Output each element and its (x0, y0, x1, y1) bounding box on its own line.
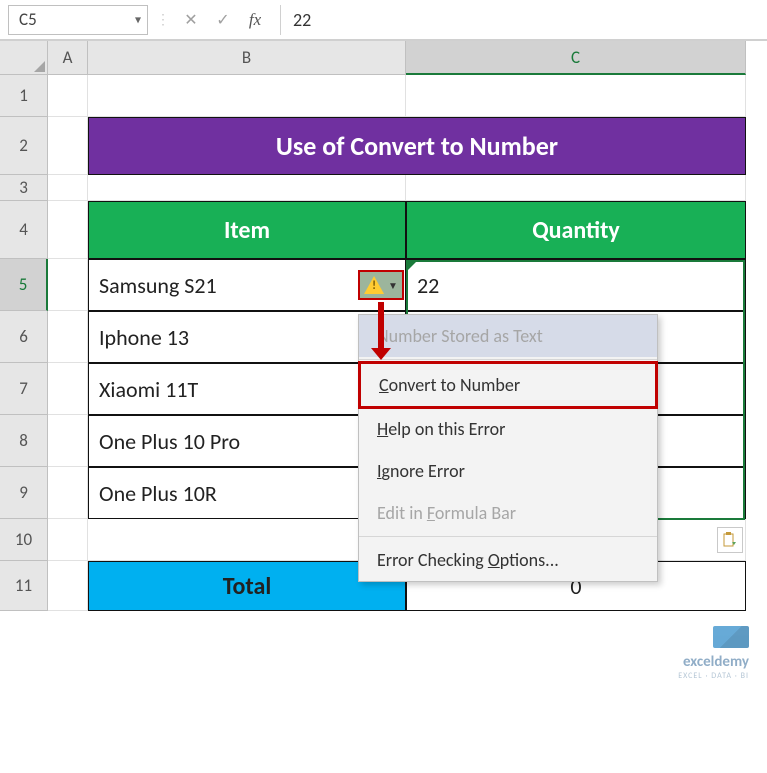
row-head-1[interactable]: 1 (0, 75, 48, 117)
paste-options-icon[interactable] (717, 527, 743, 553)
warning-icon (364, 276, 384, 294)
menu-ignore-error[interactable]: Ignore Error (359, 450, 657, 492)
menu-stored-as-text: Number Stored as Text (359, 315, 657, 357)
error-context-menu: Number Stored as Text Convert to Number … (358, 314, 658, 582)
header-qty[interactable]: Quantity (406, 201, 746, 259)
menu-error-checking-options[interactable]: Error Checking Options... (359, 539, 657, 581)
cell-a4[interactable] (48, 201, 88, 259)
header-qty-label: Quantity (532, 216, 620, 245)
banner-text: Use of Convert to Number (276, 130, 558, 162)
menu-options-label: Error Checking Options... (377, 549, 559, 571)
menu-ignore-label: Ignore Error (377, 460, 465, 482)
fx-icon[interactable]: fx (242, 7, 268, 33)
menu-help-on-error[interactable]: Help on this Error (359, 408, 657, 450)
col-head-b[interactable]: B (88, 41, 406, 75)
ul-c: C (379, 374, 389, 396)
formula-bar: C5 ▾ ⋮ ✕ ✓ fx 22 (0, 0, 767, 40)
item-4-name: One Plus 10R (99, 480, 217, 507)
cell-b3[interactable] (88, 175, 406, 201)
item-2-name: Xiaomi 11T (99, 376, 198, 403)
cell-a8[interactable] (48, 415, 88, 467)
menu-edit-label: Edit in Formula Bar (377, 502, 516, 524)
chevron-down-icon[interactable]: ▾ (135, 12, 141, 27)
col-head-a[interactable]: A (48, 41, 88, 75)
watermark-text: exceldemy (678, 653, 749, 671)
watermark: exceldemy EXCEL · DATA · BI (678, 626, 749, 681)
total-label: Total (223, 572, 272, 601)
formula-value: 22 (293, 9, 311, 31)
ul-h: H (377, 418, 388, 440)
row-head-2[interactable]: 2 (0, 117, 48, 175)
cell-c1[interactable] (406, 75, 746, 117)
header-item-label: Item (224, 216, 270, 245)
select-all-corner[interactable] (0, 41, 48, 75)
confirm-icon[interactable]: ✓ (210, 7, 236, 33)
ul-i: I (377, 460, 382, 482)
cell-a1[interactable] (48, 75, 88, 117)
menu-convert-to-number[interactable]: Convert to Number (358, 361, 658, 409)
menu-help-label: Help on this Error (377, 418, 505, 440)
name-box-value: C5 (19, 9, 37, 30)
cell-a10[interactable] (48, 519, 88, 561)
separator: ⋮ (154, 11, 172, 28)
item-1-name: Iphone 13 (99, 324, 189, 351)
col-head-c[interactable]: C (406, 41, 746, 75)
menu-edit-formula-bar: Edit in Formula Bar (359, 492, 657, 534)
cell-a2[interactable] (48, 117, 88, 175)
banner-cell[interactable]: Use of Convert to Number (88, 117, 746, 175)
watermark-icon (713, 626, 749, 648)
cancel-icon[interactable]: ✕ (178, 7, 204, 33)
cell-c3[interactable] (406, 175, 746, 201)
column-headers: A B C (0, 40, 767, 75)
cell-a7[interactable] (48, 363, 88, 415)
error-smart-tag[interactable]: ▼ (358, 270, 404, 300)
row-head-4[interactable]: 4 (0, 201, 48, 259)
cell-c5[interactable]: 22 (406, 259, 746, 311)
chevron-down-icon: ▼ (388, 279, 398, 292)
menu-stored-as-text-label: Number Stored as Text (377, 325, 543, 347)
cell-a5[interactable] (48, 259, 88, 311)
annotation-arrow-icon (378, 302, 384, 350)
row-head-10[interactable]: 10 (0, 519, 48, 561)
item-0-name: Samsung S21 (99, 272, 217, 299)
name-box[interactable]: C5 ▾ (8, 5, 148, 35)
cell-a3[interactable] (48, 175, 88, 201)
cell-b1[interactable] (88, 75, 406, 117)
cell-a6[interactable] (48, 311, 88, 363)
formula-input[interactable]: 22 (280, 5, 759, 35)
menu-separator (359, 536, 657, 537)
row-head-3[interactable]: 3 (0, 175, 48, 201)
row-head-11[interactable]: 11 (0, 561, 48, 611)
cell-a9[interactable] (48, 467, 88, 519)
ul-f: F (427, 502, 435, 524)
menu-separator (359, 359, 657, 360)
item-3-name: One Plus 10 Pro (99, 428, 240, 455)
row-head-5[interactable]: 5 (0, 259, 48, 311)
row-head-9[interactable]: 9 (0, 467, 48, 519)
cell-a11[interactable] (48, 561, 88, 611)
menu-convert-label: Convert to Number (379, 374, 520, 396)
ul-o: O (488, 549, 500, 571)
row-head-6[interactable]: 6 (0, 311, 48, 363)
header-item[interactable]: Item (88, 201, 406, 259)
watermark-sub: EXCEL · DATA · BI (678, 671, 749, 681)
error-indicator-icon (407, 260, 418, 271)
row-head-7[interactable]: 7 (0, 363, 48, 415)
row-head-8[interactable]: 8 (0, 415, 48, 467)
item-0-qty: 22 (417, 272, 439, 299)
